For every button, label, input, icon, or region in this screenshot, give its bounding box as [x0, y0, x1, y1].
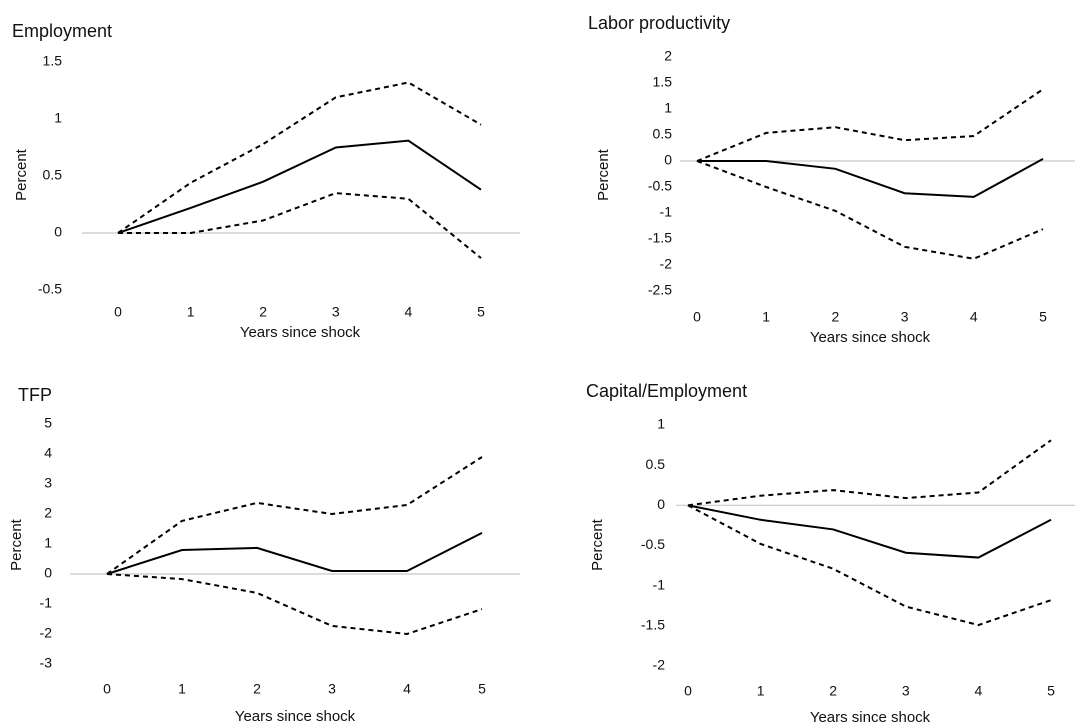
y-tick-label: 5 — [44, 415, 52, 431]
x-tick-label: 3 — [328, 681, 336, 697]
x-tick-label: 0 — [114, 304, 122, 320]
x-tick-label: 1 — [187, 304, 195, 320]
x-tick-label: 0 — [684, 683, 692, 699]
x-tick-label: 4 — [403, 681, 411, 697]
x-tick-label: 1 — [762, 309, 770, 325]
y-tick-label: -1 — [40, 595, 53, 611]
chart-title: TFP — [18, 385, 52, 405]
y-tick-label: 1 — [657, 416, 665, 432]
x-tick-label: 4 — [975, 683, 983, 699]
y-axis-label: Percent — [8, 518, 25, 571]
y-tick-label: 0.5 — [43, 167, 63, 183]
panel: Capital/Employment Percent Years since sho… — [586, 381, 1075, 726]
y-tick-label: 2 — [664, 48, 672, 64]
x-axis-label: Years since shock — [810, 709, 931, 726]
x-tick-label: 4 — [405, 304, 413, 320]
panel: Labor productivity Percent Years since sho… — [588, 13, 1075, 346]
x-tick-label: 1 — [178, 681, 186, 697]
x-tick-label: 2 — [829, 683, 837, 699]
series-line — [118, 192, 482, 259]
x-tick-label: 5 — [477, 304, 485, 320]
x-tick-label: 5 — [478, 681, 486, 697]
y-axis-label: Percent — [589, 518, 606, 571]
y-axis-label: Percent — [13, 148, 30, 201]
y-tick-label: -2 — [660, 256, 673, 272]
series-line — [687, 504, 1052, 559]
x-tick-label: 1 — [757, 683, 765, 699]
y-tick-label: 0 — [44, 565, 52, 581]
y-tick-label: -0.5 — [648, 178, 672, 194]
x-tick-label: 5 — [1047, 683, 1055, 699]
panel: TFP Percent Years since shock -3 -2 -1 0 1 2 3 4 5 0… — [8, 385, 520, 725]
chart-title: Capital/Employment — [586, 381, 747, 401]
series-line — [696, 88, 1044, 162]
y-tick-label: 1 — [664, 100, 672, 116]
y-tick-label: 1.5 — [43, 53, 63, 69]
series-line — [696, 160, 1044, 260]
x-axis-label: Years since shock — [810, 329, 931, 346]
x-tick-label: 3 — [332, 304, 340, 320]
y-tick-label: 1 — [54, 110, 62, 126]
y-tick-label: -1 — [660, 204, 673, 220]
y-tick-label: -2 — [40, 625, 53, 641]
y-tick-label: -2 — [653, 657, 666, 673]
chart-title: Employment — [12, 21, 112, 41]
y-tick-label: 2 — [44, 505, 52, 521]
y-tick-label: -1 — [653, 576, 666, 592]
series-line — [687, 504, 1052, 627]
y-axis-label: Percent — [595, 148, 612, 201]
y-tick-label: 4 — [44, 445, 52, 461]
y-tick-label: 0 — [664, 152, 672, 168]
series-line — [106, 573, 483, 636]
x-tick-label: 3 — [901, 309, 909, 325]
series-line — [117, 139, 482, 234]
x-tick-label: 2 — [832, 309, 840, 325]
x-axis-label: Years since shock — [240, 324, 361, 341]
series-line — [687, 439, 1052, 507]
y-tick-label: -1.5 — [641, 617, 665, 633]
y-tick-label: 0 — [54, 224, 62, 240]
y-tick-label: -0.5 — [38, 281, 62, 297]
x-tick-label: 0 — [103, 681, 111, 697]
x-tick-label: 0 — [693, 309, 701, 325]
y-tick-label: 1.5 — [653, 74, 673, 90]
series-line — [117, 81, 482, 234]
x-tick-label: 2 — [259, 304, 267, 320]
y-tick-label: 1 — [44, 535, 52, 551]
x-axis-label: Years since shock — [235, 708, 356, 725]
y-tick-label: -0.5 — [641, 536, 665, 552]
panel: Employment Percent Years since shock -0.5 0 0… — [12, 21, 520, 341]
y-tick-label: 0.5 — [646, 456, 666, 472]
y-tick-label: -1.5 — [648, 230, 672, 246]
chart-title: Labor productivity — [588, 13, 730, 33]
y-tick-label: -2.5 — [648, 282, 672, 298]
y-tick-label: 0.5 — [653, 126, 673, 142]
x-tick-label: 3 — [902, 683, 910, 699]
x-tick-label: 4 — [970, 309, 978, 325]
series-line — [106, 532, 483, 575]
series-line — [697, 158, 1044, 198]
x-tick-label: 2 — [253, 681, 261, 697]
series-line — [106, 456, 483, 575]
y-tick-label: 3 — [44, 475, 52, 491]
y-tick-label: -3 — [40, 655, 53, 671]
y-tick-label: 0 — [657, 496, 665, 512]
x-tick-label: 5 — [1039, 309, 1047, 325]
